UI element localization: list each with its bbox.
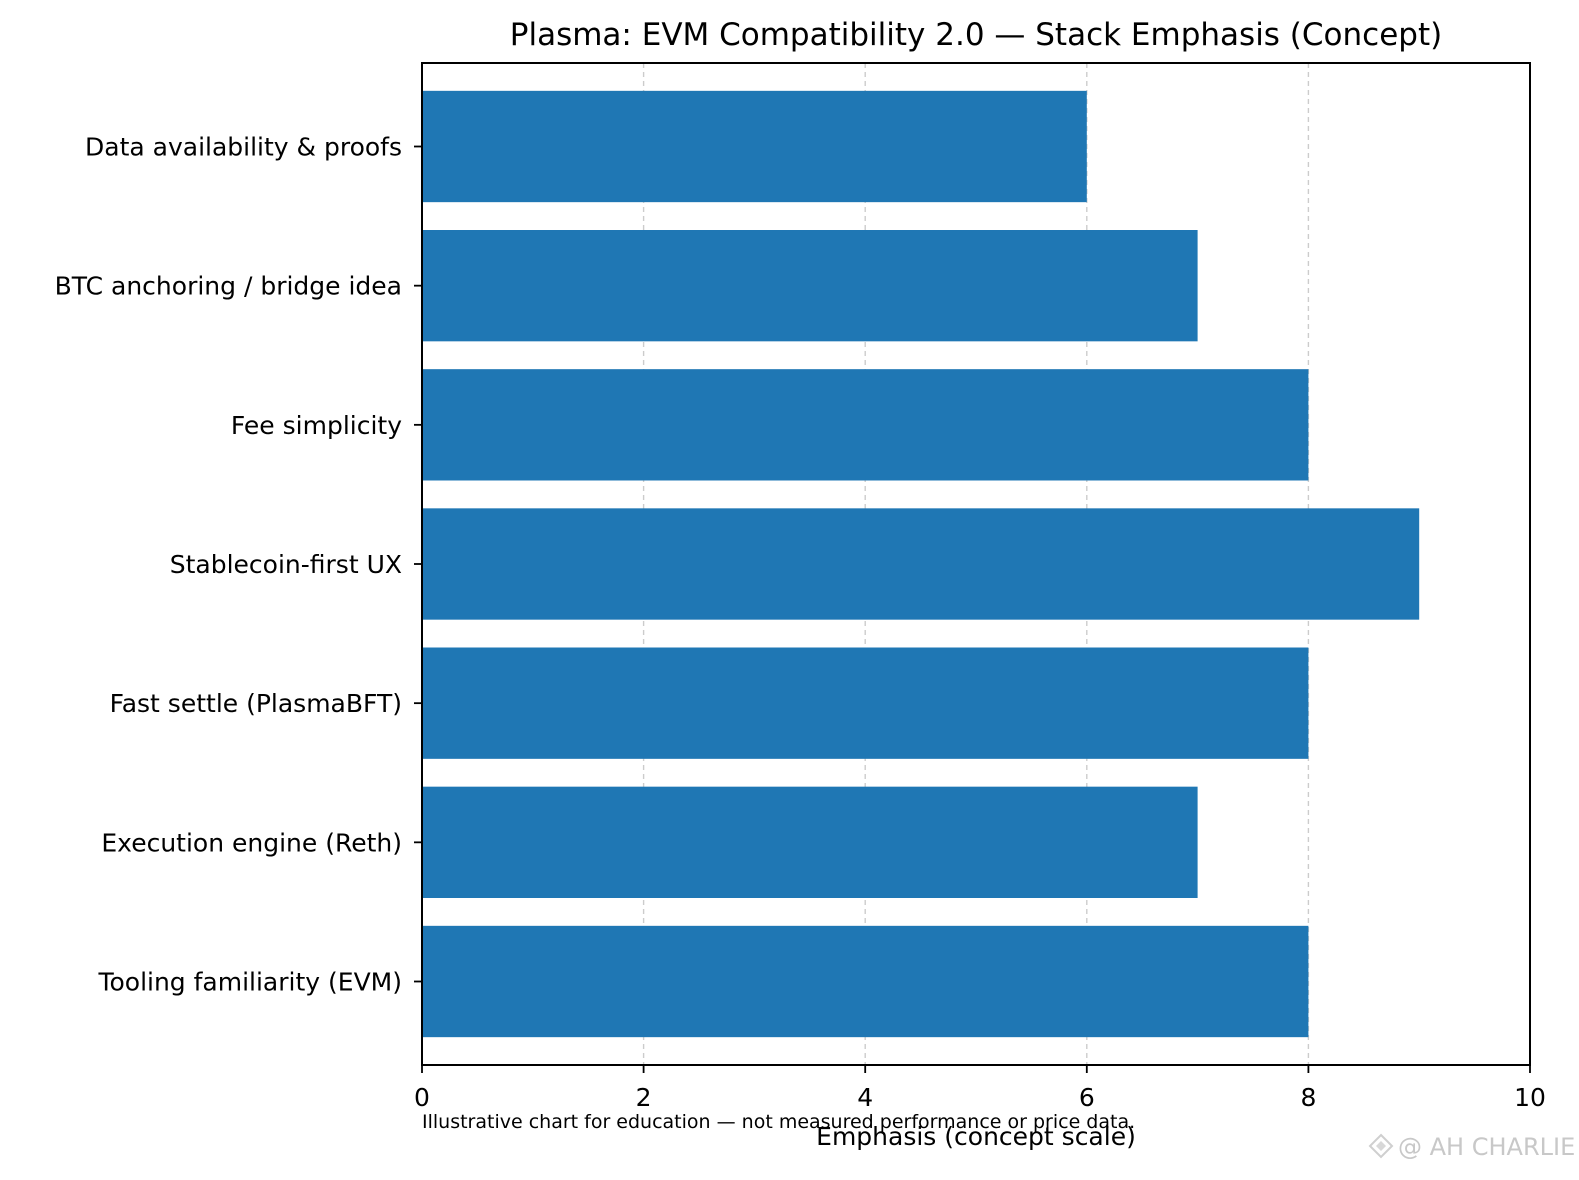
bar-4 bbox=[422, 369, 1309, 481]
x-axis: 0 2 4 6 8 10 bbox=[414, 1065, 1546, 1112]
y-tick-label-0: Tooling familiarity (EVM) bbox=[97, 968, 402, 997]
watermark: @ AH CHARLIE bbox=[1368, 1133, 1575, 1161]
x-tick-label-3: 6 bbox=[1079, 1083, 1095, 1112]
bar-2 bbox=[422, 647, 1309, 759]
bar-1 bbox=[422, 786, 1198, 898]
chart-title: Plasma: EVM Compatibility 2.0 — Stack Em… bbox=[510, 17, 1442, 53]
bars-layer bbox=[422, 90, 1420, 1038]
bar-6 bbox=[422, 90, 1087, 203]
watermark-logo-icon bbox=[1368, 1133, 1394, 1159]
x-tick-label-2: 4 bbox=[857, 1083, 873, 1112]
y-tick-label-3: Stablecoin-first UX bbox=[170, 550, 402, 579]
x-tick-label-0: 0 bbox=[414, 1083, 430, 1112]
x-axis-label: Emphasis (concept scale) bbox=[816, 1122, 1136, 1151]
x-tick-label-4: 8 bbox=[1300, 1083, 1316, 1112]
watermark-text: @ AH CHARLIE bbox=[1398, 1133, 1575, 1161]
bar-3 bbox=[422, 508, 1420, 620]
y-tick-label-1: Execution engine (Reth) bbox=[101, 828, 402, 857]
y-tick-label-6: Data availability & proofs bbox=[85, 133, 402, 162]
bar-5 bbox=[422, 230, 1198, 342]
x-tick-label-1: 2 bbox=[636, 1083, 652, 1112]
footnote: Illustrative chart for education — not m… bbox=[422, 1111, 1135, 1133]
y-tick-label-5: BTC anchoring / bridge idea bbox=[55, 272, 402, 301]
y-tick-label-2: Fast settle (PlasmaBFT) bbox=[110, 689, 402, 718]
y-axis: Tooling familiarity (EVM) Execution engin… bbox=[55, 133, 422, 997]
y-tick-label-4: Fee simplicity bbox=[231, 411, 402, 440]
bar-0 bbox=[422, 925, 1309, 1038]
x-tick-label-5: 10 bbox=[1514, 1083, 1546, 1112]
